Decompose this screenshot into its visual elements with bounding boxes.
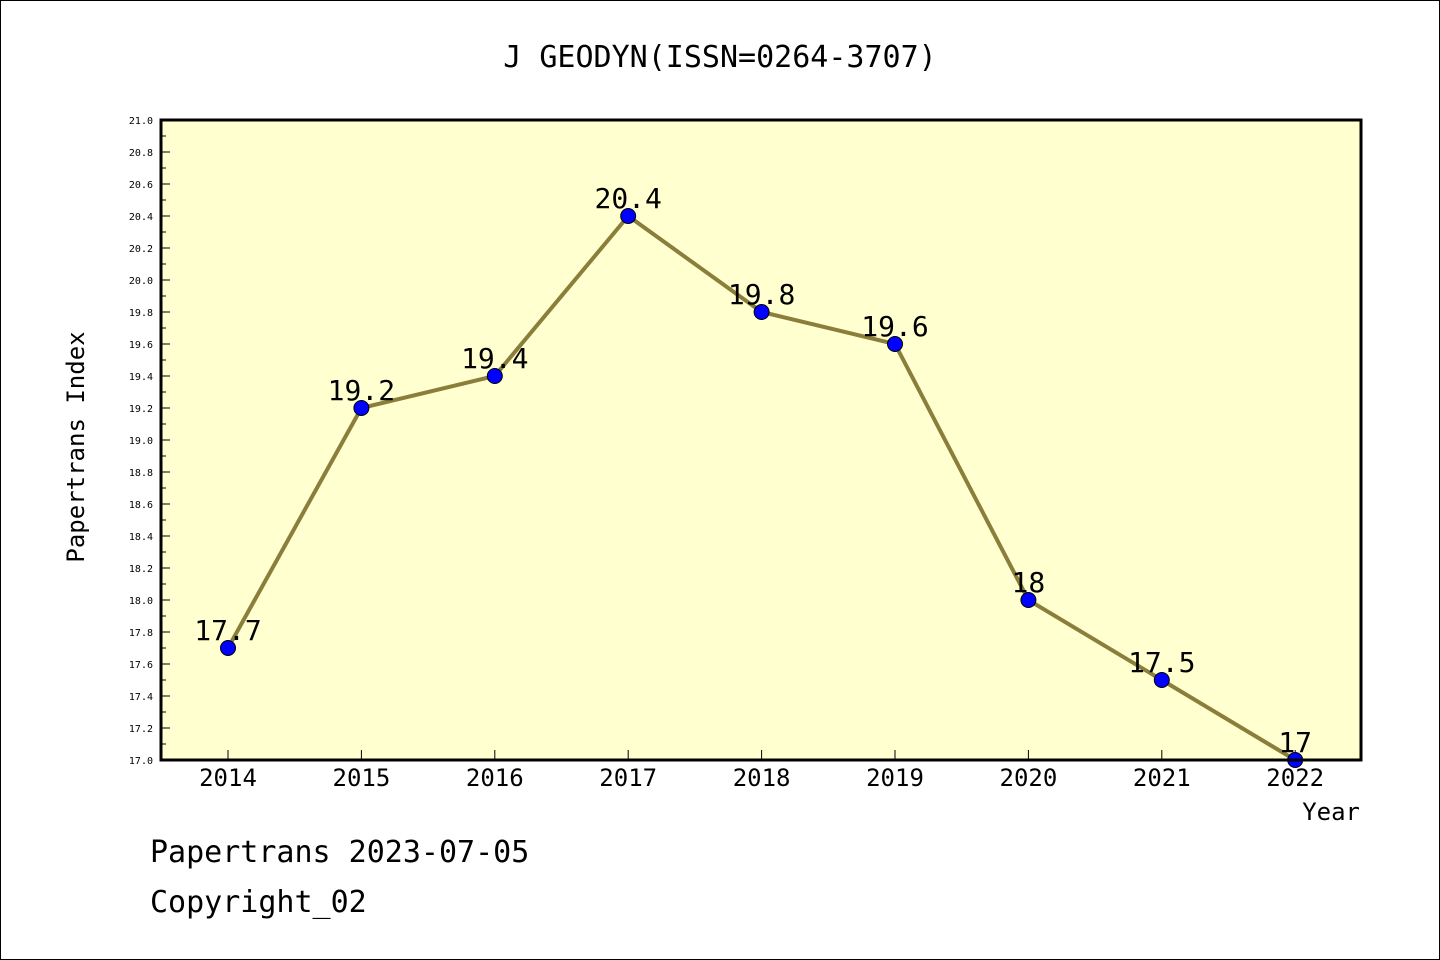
y-axis-label: Papertrans Index [62,331,90,562]
plot-border [159,118,1363,762]
data-labels: 17.7 19.2 19.4 20.4 19.8 19.6 18 17.5 17 [194,182,1312,759]
y-tick-label: 18.8 [129,468,153,479]
data-point [486,368,503,384]
x-tick-label: 2015 [333,764,391,792]
data-point [220,640,236,656]
data-point [753,304,770,320]
y-tick-label: 17.4 [129,692,153,703]
data-label: 18 [1012,566,1046,599]
data-label: 19.6 [861,310,928,343]
y-tick-label: 20.2 [129,244,153,255]
y-tick-label: 17.6 [129,660,153,671]
x-tick-label: 2020 [1000,764,1058,792]
x-tick-label: 2019 [866,764,924,792]
x-tick-label: 2022 [1266,764,1324,792]
data-label: 17 [1278,726,1312,759]
y-tick-label: 17.0 [129,756,153,767]
data-point [1153,672,1170,688]
y-tick-label: 19.6 [129,340,153,351]
y-tick-label: 20.6 [129,180,153,191]
footer-date: Papertrans 2023-07-05 [150,835,530,870]
axis-ticks: 17.0 17.2 17.4 17.6 17.8 18.0 18.2 18.4 18.6 18.8… [129,116,1324,792]
y-tick-label: 19.8 [129,308,153,319]
chart-title: J GEODYN(ISSN=0264-3707) [503,40,936,75]
y-tick-label: 18.0 [129,596,153,607]
series-markers [220,208,1304,768]
y-tick-label: 17.2 [129,724,153,735]
x-tick-label: 2018 [733,764,791,792]
y-tick-label: 19.2 [129,404,153,415]
data-point [353,400,370,416]
data-label: 19.8 [728,278,795,311]
y-tick-label: 18.2 [129,564,153,575]
data-label: 20.4 [594,182,661,215]
y-tick-label: 21.0 [129,116,153,127]
x-tick-label: 2021 [1133,764,1191,792]
y-tick-label: 18.6 [129,500,153,511]
y-tick-label: 19.0 [129,436,153,447]
data-label: 17.5 [1128,646,1195,679]
y-tick-label: 20.8 [129,148,153,159]
x-axis-label: Year [1302,798,1360,826]
y-tick-label: 19.4 [129,372,153,383]
x-tick-label: 2016 [466,764,524,792]
data-point [887,336,903,352]
y-tick-label: 18.4 [129,532,153,543]
y-tick-label: 20.0 [129,276,153,287]
footer-copyright: Copyright_02 [150,885,367,920]
x-tick-label: 2014 [199,764,257,792]
data-label: 19.2 [328,374,395,407]
data-point [620,208,637,224]
data-label: 17.7 [194,614,261,647]
plot-area [161,120,1361,760]
data-point [1020,592,1037,608]
y-tick-label: 17.8 [129,628,153,639]
x-tick-label: 2017 [599,764,657,792]
data-label: 19.4 [461,342,528,375]
y-tick-label: 20.4 [129,212,153,223]
